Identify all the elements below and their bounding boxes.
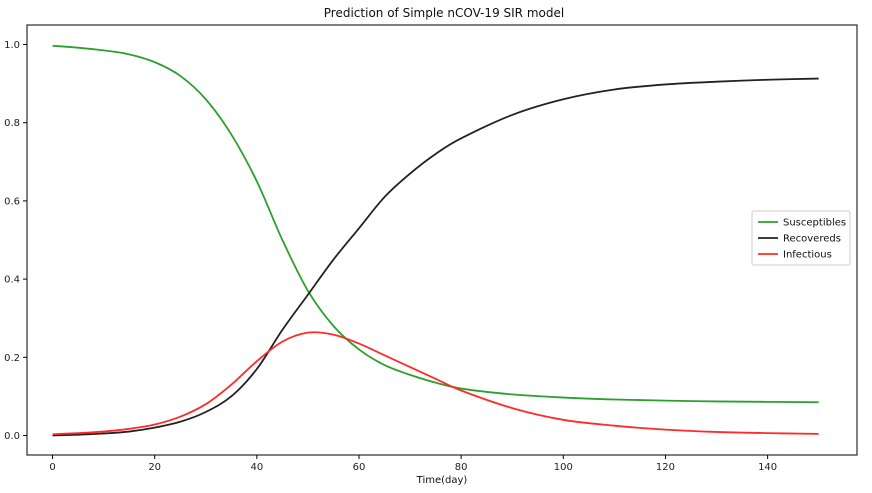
- x-tick-label: 20: [148, 462, 161, 473]
- y-tick-label: 0.2: [4, 353, 20, 364]
- x-axis: 0 20 40 60 80 100 120 140: [49, 455, 777, 473]
- series-line-infectious: [52, 331, 819, 436]
- plot-area: [26, 24, 858, 456]
- legend-label: Recovereds: [783, 234, 841, 245]
- legend: Susceptibles Recovereds Infectious: [751, 210, 851, 266]
- x-tick-label: 100: [554, 462, 573, 473]
- x-tick-label: 40: [250, 462, 263, 473]
- y-tick-label: 0.8: [4, 118, 20, 129]
- x-tick-label: 80: [455, 462, 468, 473]
- x-axis-label: Time(day): [416, 475, 468, 486]
- chart-title: Prediction of Simple nCOV-19 SIR model: [324, 6, 564, 20]
- y-axis: 0.0 0.2 0.4 0.6 0.8 1.0: [4, 40, 27, 442]
- x-tick-label: 60: [353, 462, 366, 473]
- x-tick-label: 140: [758, 462, 777, 473]
- y-tick-label: 1.0: [4, 40, 20, 51]
- y-tick-label: 0.6: [4, 196, 20, 207]
- legend-label: Susceptibles: [783, 218, 846, 229]
- y-tick-label: 0.4: [4, 275, 20, 286]
- legend-label: Infectious: [783, 250, 832, 261]
- x-tick-label: 0: [49, 462, 55, 473]
- series-line-recovereds: [52, 77, 819, 437]
- series-lines: [52, 44, 819, 437]
- legend-box: [751, 210, 851, 266]
- y-tick-label: 0.0: [4, 431, 20, 442]
- x-tick-label: 120: [656, 462, 675, 473]
